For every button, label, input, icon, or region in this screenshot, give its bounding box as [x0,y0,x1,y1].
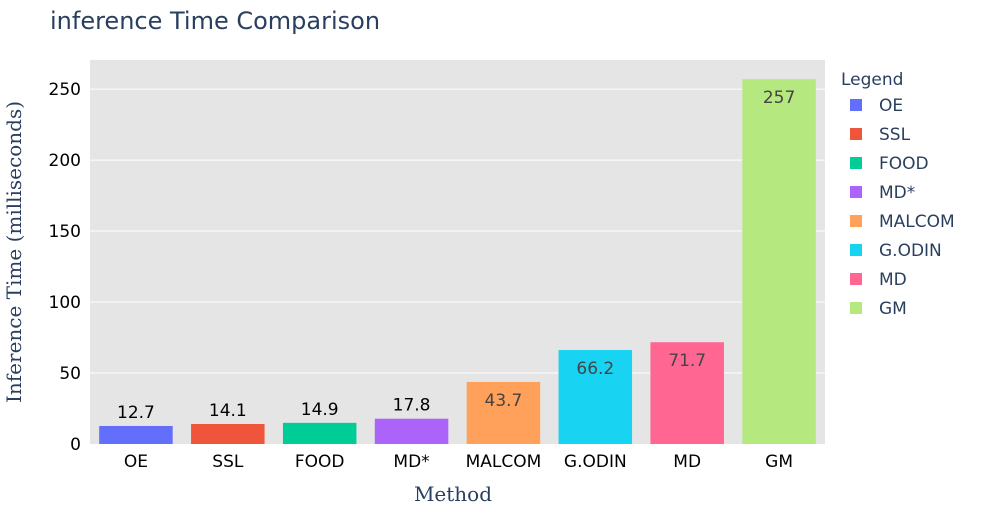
legend-item-label: MD [879,270,907,290]
bars: 12.7 14.1 14.9 17.8 43.7 66.2 71.7 257 [99,79,816,444]
legend-title: Legend [841,70,903,90]
data-label: 12.7 [117,403,155,423]
y-tick-label: 200 [49,151,81,171]
data-label: 14.9 [301,400,339,420]
bar [191,423,265,444]
y-tick-label: 250 [49,80,81,100]
x-axis-title: Method [414,482,492,506]
data-label: 14.1 [209,401,247,421]
bar [282,422,357,444]
bar [650,342,724,444]
legend-item-label: GM [879,299,907,319]
data-label: 257 [763,88,795,108]
x-tick-label: MD [673,452,701,472]
legend-swatch [850,186,862,198]
legend-item-label: MD* [879,183,915,203]
data-label: 43.7 [485,391,523,411]
bar [558,350,633,444]
x-tick-label: MD* [393,452,429,472]
chart-title: inference Time Comparison [50,7,380,35]
bar [466,381,541,444]
legend-swatch [850,302,862,314]
legend-swatch [850,215,862,227]
legend-item-label: SSL [879,125,911,145]
legend-swatch [850,99,862,111]
bar [374,418,449,444]
legend-item-label: OE [879,96,903,116]
legend-swatch [850,273,862,285]
legend-item-label: MALCOM [879,212,955,232]
x-tick-label: G.ODIN [564,452,627,472]
y-tick-label: 150 [49,222,81,242]
x-tick-label: FOOD [295,452,345,472]
y-axis-title: Inference Time (milliseconds) [2,101,26,403]
x-tick-label: SSL [212,452,244,472]
legend-item-label: FOOD [879,154,929,174]
legend-swatch [850,157,862,169]
data-label: 17.8 [393,396,431,416]
y-tick-label: 50 [59,364,81,384]
data-label: 71.7 [668,351,706,371]
legend: Legend OE SSL FOOD MD* MALCOM G.ODIN MD GM [841,70,955,319]
bar [99,425,173,444]
x-tick-label: OE [124,452,148,472]
x-tick-label: GM [765,452,793,472]
y-tick-label: 100 [49,293,81,313]
x-axis-ticks: OE SSL FOOD MD* MALCOM G.ODIN MD GM [124,452,793,472]
legend-item-label: G.ODIN [879,241,942,261]
x-tick-label: MALCOM [466,452,542,472]
data-label: 66.2 [576,359,614,379]
legend-swatch [850,244,862,256]
legend-swatch [850,128,862,140]
bar [742,79,816,444]
y-tick-label: 0 [70,435,81,455]
y-axis-ticks: 0 50 100 150 200 250 [49,80,81,455]
